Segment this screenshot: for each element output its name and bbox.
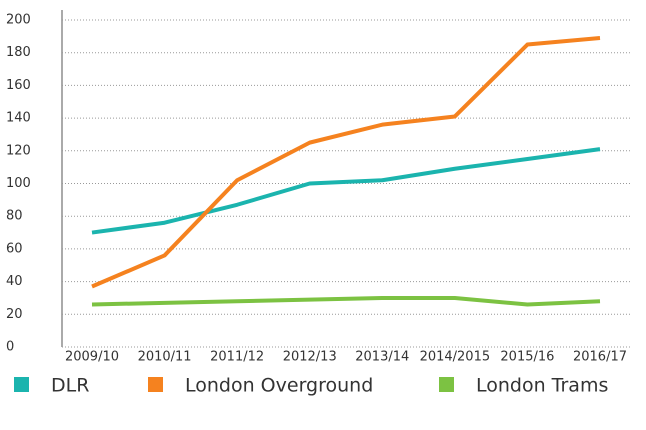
line-series <box>91 295 601 307</box>
x-tick-label: 2011/12 <box>210 350 264 365</box>
x-tick-label: 2013/14 <box>355 350 409 365</box>
y-tick-label: 0 <box>6 340 14 355</box>
legend-swatch <box>148 377 163 392</box>
y-tick-label: 140 <box>6 111 31 126</box>
y-tick-label: 120 <box>6 143 31 158</box>
x-tick-label: 2016/17 <box>573 350 627 365</box>
y-tick-label: 200 <box>6 13 31 28</box>
line-series <box>91 147 601 235</box>
x-tick-label: 2014/2015 <box>420 350 491 365</box>
x-tick-label: 2010/11 <box>138 350 192 365</box>
legend-swatch <box>439 377 454 392</box>
y-tick-label: 20 <box>6 307 23 322</box>
line-series <box>91 35 601 289</box>
legend-label: London Overground <box>185 375 373 397</box>
y-tick-label: 160 <box>6 78 31 93</box>
legend-label: DLR <box>51 375 89 397</box>
y-tick-label: 180 <box>6 45 31 60</box>
x-tick-label: 2009/10 <box>65 350 119 365</box>
y-tick-label: 100 <box>6 176 31 191</box>
legend-swatch <box>14 377 29 392</box>
legend-label: London Trams <box>476 375 608 397</box>
x-tick-label: 2015/16 <box>500 350 554 365</box>
y-tick-label: 80 <box>6 209 23 224</box>
y-tick-label: 40 <box>6 274 23 289</box>
x-tick-label: 2012/13 <box>283 350 337 365</box>
y-tick-label: 60 <box>6 241 23 256</box>
